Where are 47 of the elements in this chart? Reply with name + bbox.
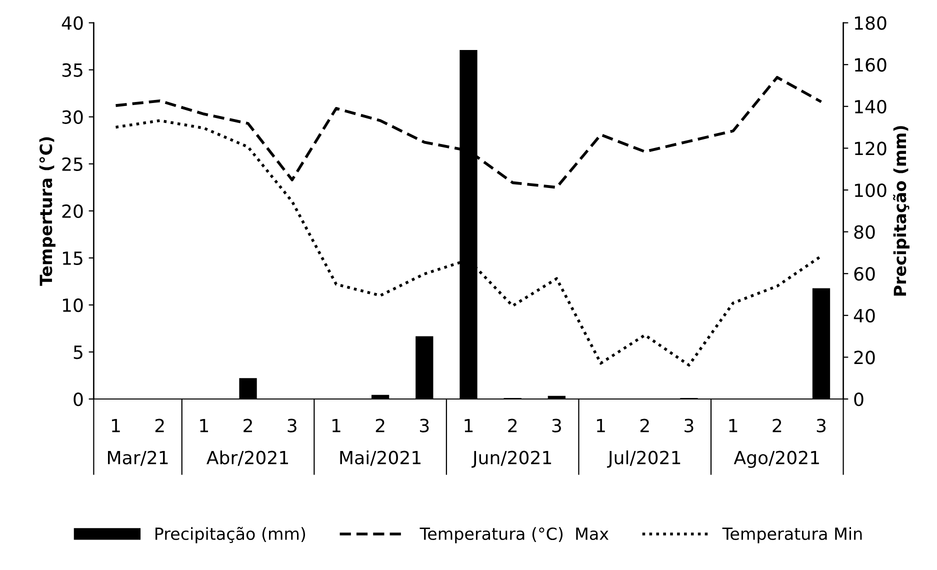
x-tick-label: 1 [464, 419, 473, 432]
x-tick-label: 1 [200, 419, 208, 432]
y2-tick-label: 180 [855, 16, 886, 30]
x-tick-label: 3 [552, 418, 561, 432]
y-tick-label: 15 [62, 252, 82, 266]
text: Mar/21 [108, 450, 168, 466]
y-tick-label: 5 [74, 346, 82, 360]
x-tick-label: 2 [244, 418, 252, 432]
y-tick-label: 40 [62, 16, 83, 30]
x-tick-label: 2 [772, 418, 782, 432]
y-tick-label: 25 [62, 157, 82, 171]
x-tick-label: 1 [597, 419, 605, 432]
y2-tick-label: 80 [854, 225, 875, 239]
x-tick-label: 2 [376, 418, 384, 432]
text: Abr/2021 [206, 450, 288, 466]
text: Jul/2021 [607, 450, 680, 468]
x-tick-label: 3 [288, 418, 296, 432]
y2-axis-title: Precipitação (mm) [893, 126, 910, 296]
y2-tick-label: 140 [855, 100, 886, 114]
text: Ago/2021 [734, 450, 819, 468]
y-tick-label: 10 [62, 298, 83, 312]
legend-label: Precipitação (mm) [156, 526, 306, 544]
y-tick-label: 30 [62, 110, 83, 124]
x-tick-label: 3 [420, 418, 429, 432]
text: Jun/2021 [472, 450, 552, 468]
y-tick-label: 20 [62, 204, 83, 218]
y-tick-label: 35 [62, 63, 82, 77]
y2-tick-label: 40 [854, 308, 875, 323]
y-tick-label: 0 [74, 392, 83, 406]
text: Mai/2021 [340, 450, 420, 466]
x-tick-label: 3 [684, 418, 694, 432]
y2-tick-label: 120 [855, 142, 886, 156]
y2-tick-label: 0 [854, 392, 864, 406]
x-tick-label: 2 [640, 418, 649, 432]
x-tick-label: 3 [816, 418, 826, 432]
x-tick-label: 1 [729, 419, 738, 432]
y2-tick-label: 60 [854, 267, 875, 281]
y2-tick-label: 160 [855, 58, 886, 72]
x-tick-label: 2 [155, 418, 164, 432]
y-axis-title: Tempertura (°C) [39, 137, 56, 286]
x-tick-label: 2 [508, 418, 517, 432]
legend-label: Temperatura (°C) Max [420, 527, 608, 544]
y2-tick-label: 20 [854, 350, 875, 364]
x-tick-label: 1 [112, 419, 120, 432]
x-tick-label: 1 [332, 419, 340, 432]
legend-label: Temperatura Min [722, 527, 862, 544]
y2-tick-label: 100 [855, 183, 886, 198]
